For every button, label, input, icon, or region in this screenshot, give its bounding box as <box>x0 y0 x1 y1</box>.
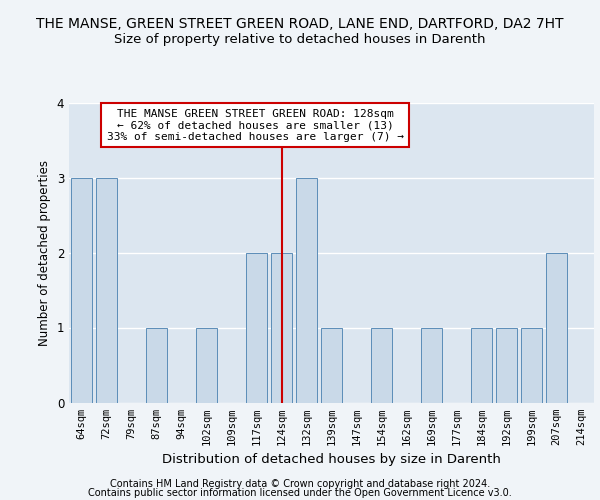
Bar <box>246 252 267 402</box>
Bar <box>96 178 117 402</box>
Bar <box>271 252 292 402</box>
Text: Contains HM Land Registry data © Crown copyright and database right 2024.: Contains HM Land Registry data © Crown c… <box>110 479 490 489</box>
Bar <box>471 328 492 402</box>
X-axis label: Distribution of detached houses by size in Darenth: Distribution of detached houses by size … <box>162 453 501 466</box>
Text: Contains public sector information licensed under the Open Government Licence v3: Contains public sector information licen… <box>88 488 512 498</box>
Bar <box>521 328 542 402</box>
Bar <box>421 328 442 402</box>
Bar <box>296 178 317 402</box>
Text: Size of property relative to detached houses in Darenth: Size of property relative to detached ho… <box>114 32 486 46</box>
Bar <box>196 328 217 402</box>
Bar <box>321 328 342 402</box>
Text: THE MANSE, GREEN STREET GREEN ROAD, LANE END, DARTFORD, DA2 7HT: THE MANSE, GREEN STREET GREEN ROAD, LANE… <box>36 18 564 32</box>
Bar <box>71 178 92 402</box>
Bar <box>371 328 392 402</box>
Bar <box>146 328 167 402</box>
Text: THE MANSE GREEN STREET GREEN ROAD: 128sqm
← 62% of detached houses are smaller (: THE MANSE GREEN STREET GREEN ROAD: 128sq… <box>107 108 404 142</box>
Bar <box>546 252 567 402</box>
Bar <box>496 328 517 402</box>
Y-axis label: Number of detached properties: Number of detached properties <box>38 160 51 346</box>
